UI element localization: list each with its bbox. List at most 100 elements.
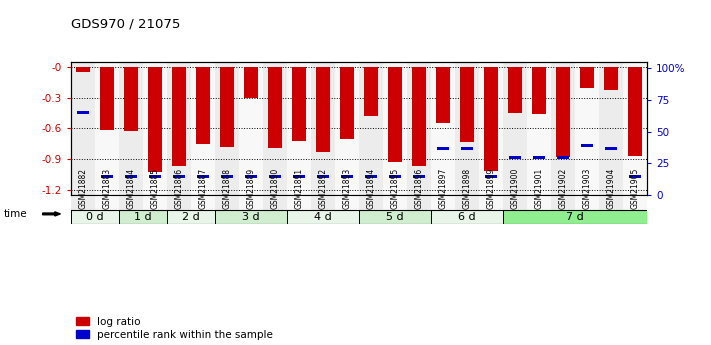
Bar xyxy=(605,147,616,150)
Bar xyxy=(269,67,282,148)
Bar xyxy=(455,62,479,195)
Bar xyxy=(461,67,474,142)
Bar xyxy=(431,209,503,224)
Text: GSM21901: GSM21901 xyxy=(535,168,543,209)
Text: GSM21889: GSM21889 xyxy=(247,168,255,209)
Bar xyxy=(173,175,185,178)
Text: GSM21887: GSM21887 xyxy=(198,168,208,209)
Bar xyxy=(365,67,378,116)
Bar xyxy=(100,67,114,130)
Bar xyxy=(580,67,594,88)
Bar xyxy=(575,62,599,195)
Text: GSM21895: GSM21895 xyxy=(390,168,400,209)
Bar xyxy=(551,62,575,195)
Bar xyxy=(557,156,569,159)
Bar xyxy=(527,195,551,209)
Bar xyxy=(359,195,383,209)
Text: GSM21900: GSM21900 xyxy=(510,167,520,209)
Text: GSM21888: GSM21888 xyxy=(223,168,232,209)
Bar xyxy=(149,175,161,178)
Bar xyxy=(455,195,479,209)
Text: GSM21899: GSM21899 xyxy=(486,168,496,209)
Bar xyxy=(124,67,138,131)
Bar xyxy=(245,175,257,178)
Text: 4 d: 4 d xyxy=(314,212,332,222)
Text: time: time xyxy=(4,209,27,219)
Text: GSM21896: GSM21896 xyxy=(415,168,424,209)
Text: GDS970 / 21075: GDS970 / 21075 xyxy=(71,17,181,30)
Bar xyxy=(221,175,232,178)
Bar xyxy=(263,195,287,209)
Text: 0 d: 0 d xyxy=(86,212,104,222)
Bar xyxy=(167,209,215,224)
Bar xyxy=(191,62,215,195)
Bar xyxy=(143,62,167,195)
Bar xyxy=(486,175,497,178)
Bar xyxy=(239,62,263,195)
Bar xyxy=(527,62,551,195)
Bar xyxy=(629,175,641,178)
Text: GSM21884: GSM21884 xyxy=(127,168,136,209)
Text: 7 d: 7 d xyxy=(566,212,584,222)
Bar xyxy=(95,62,119,195)
Bar xyxy=(508,67,522,113)
Bar xyxy=(245,67,257,98)
Bar xyxy=(71,209,119,224)
Text: GSM21897: GSM21897 xyxy=(439,168,447,209)
Bar xyxy=(102,175,113,178)
Text: 2 d: 2 d xyxy=(182,212,200,222)
Text: GSM21893: GSM21893 xyxy=(343,168,351,209)
Bar xyxy=(287,209,359,224)
Bar xyxy=(196,67,210,144)
Bar xyxy=(479,195,503,209)
Bar xyxy=(215,195,239,209)
Text: GSM21894: GSM21894 xyxy=(367,168,375,209)
Bar xyxy=(119,62,143,195)
Text: GSM21905: GSM21905 xyxy=(631,167,639,209)
Text: GSM21885: GSM21885 xyxy=(151,168,159,209)
Bar xyxy=(383,195,407,209)
Text: GSM21898: GSM21898 xyxy=(463,168,471,209)
Bar xyxy=(198,175,209,178)
Bar xyxy=(484,67,498,171)
Bar xyxy=(509,156,520,159)
Bar xyxy=(316,67,330,152)
Bar xyxy=(503,209,647,224)
Bar xyxy=(599,195,623,209)
Bar xyxy=(317,175,328,178)
Bar xyxy=(167,62,191,195)
Bar xyxy=(551,195,575,209)
Text: 6 d: 6 d xyxy=(458,212,476,222)
Text: 1 d: 1 d xyxy=(134,212,152,222)
Bar xyxy=(239,195,263,209)
Text: GSM21890: GSM21890 xyxy=(271,168,279,209)
Bar xyxy=(365,175,377,178)
Bar xyxy=(437,67,449,123)
Bar xyxy=(77,111,89,114)
Text: GSM21904: GSM21904 xyxy=(606,167,616,209)
Text: GSM21902: GSM21902 xyxy=(559,168,567,209)
Bar xyxy=(437,147,449,150)
Text: 5 d: 5 d xyxy=(386,212,404,222)
Bar xyxy=(503,62,527,195)
Bar xyxy=(287,62,311,195)
Bar xyxy=(341,175,353,178)
Bar xyxy=(557,67,570,157)
Bar xyxy=(413,175,424,178)
Bar xyxy=(143,195,167,209)
Bar xyxy=(263,62,287,195)
Bar xyxy=(388,67,402,162)
Bar xyxy=(503,195,527,209)
Text: GSM21891: GSM21891 xyxy=(294,168,304,209)
Bar xyxy=(341,67,353,139)
Text: GSM21882: GSM21882 xyxy=(79,168,87,209)
Text: GSM21903: GSM21903 xyxy=(582,167,592,209)
Bar xyxy=(77,67,90,72)
Bar xyxy=(149,67,161,172)
Bar xyxy=(215,209,287,224)
Bar xyxy=(173,67,186,166)
Bar xyxy=(335,62,359,195)
Bar xyxy=(604,67,618,90)
Bar xyxy=(215,62,239,195)
Legend: log ratio, percentile rank within the sample: log ratio, percentile rank within the sa… xyxy=(76,317,273,340)
